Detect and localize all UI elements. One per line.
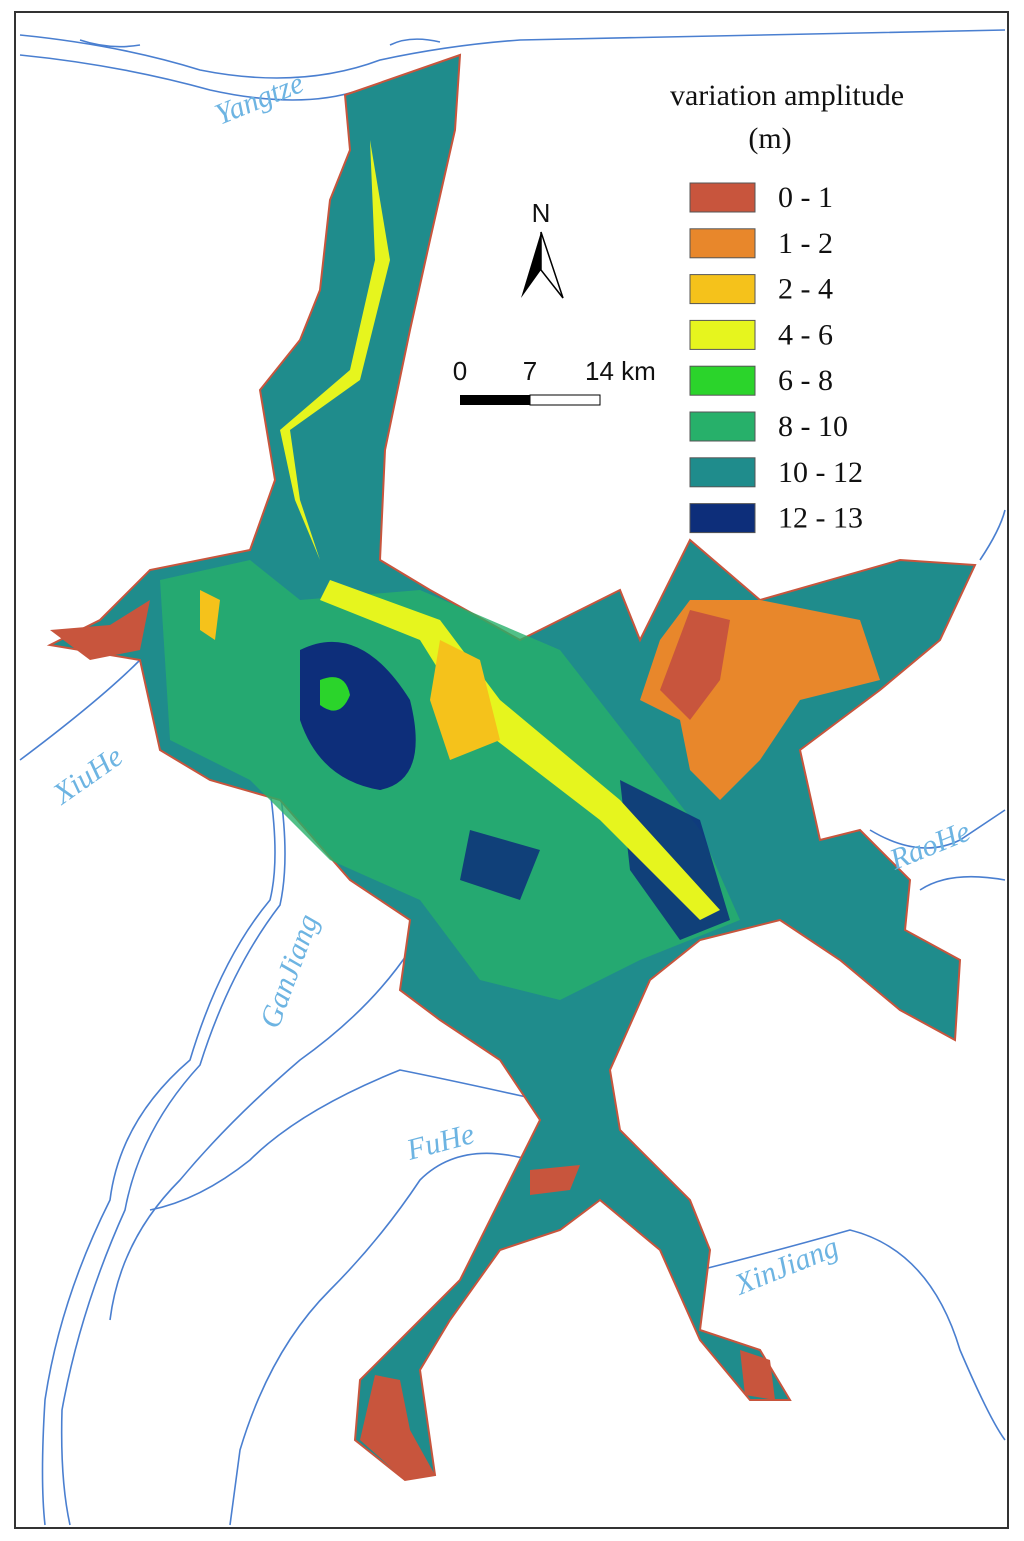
legend-label: 6 - 8 — [778, 364, 833, 397]
legend-swatch — [689, 182, 756, 213]
lake-zone — [360, 1165, 775, 1480]
legend-label: 0 - 1 — [778, 181, 833, 214]
legend-label: 4 - 6 — [778, 318, 833, 351]
river-line — [79, 38, 441, 48]
scale-label: 0 — [453, 356, 467, 386]
lake — [46, 53, 977, 1482]
scale-segment — [460, 395, 530, 405]
legend-label: 8 - 10 — [778, 410, 848, 443]
scale-label: 7 — [523, 356, 537, 386]
lake-zone — [460, 780, 730, 940]
legend-label: 12 - 13 — [778, 502, 863, 535]
river-line — [60, 789, 286, 1526]
rivers — [19, 29, 1006, 1526]
river-line — [979, 509, 1006, 561]
scale-bar: 0 7 14 km — [453, 356, 656, 406]
lake-zone — [200, 590, 500, 760]
legend-swatch — [689, 503, 756, 534]
legend-swatch — [689, 228, 756, 259]
legend-swatch — [689, 365, 756, 396]
river-line — [109, 949, 411, 1321]
legend-label: 1 - 2 — [778, 227, 833, 260]
legend-unit: (m) — [748, 122, 791, 155]
legend-label: 10 - 12 — [778, 456, 863, 489]
legend: variation amplitude (m) 0 - 1 1 - 2 2 - 4 4… — [670, 79, 904, 535]
north-label: N — [532, 198, 551, 228]
river-line — [41, 789, 276, 1526]
legend-swatch — [689, 457, 756, 488]
legend-label: 2 - 4 — [778, 273, 833, 306]
lake-zone — [320, 677, 350, 711]
arrow-half — [540, 231, 564, 299]
arrow-half — [521, 232, 541, 298]
scale-segment — [529, 394, 601, 406]
river-line — [869, 809, 1006, 891]
river-line — [229, 1152, 531, 1526]
legend-title: variation amplitude — [670, 79, 904, 112]
scale-label: 14 km — [585, 356, 656, 386]
north-arrow: N — [521, 198, 564, 299]
river-line — [699, 1229, 1006, 1441]
legend-swatch — [689, 274, 756, 305]
river-line — [19, 29, 1006, 79]
river-line — [149, 1069, 541, 1211]
river-line — [19, 659, 141, 761]
legend-swatch — [689, 319, 756, 350]
legend-swatch — [689, 411, 756, 442]
river-line — [19, 54, 361, 101]
